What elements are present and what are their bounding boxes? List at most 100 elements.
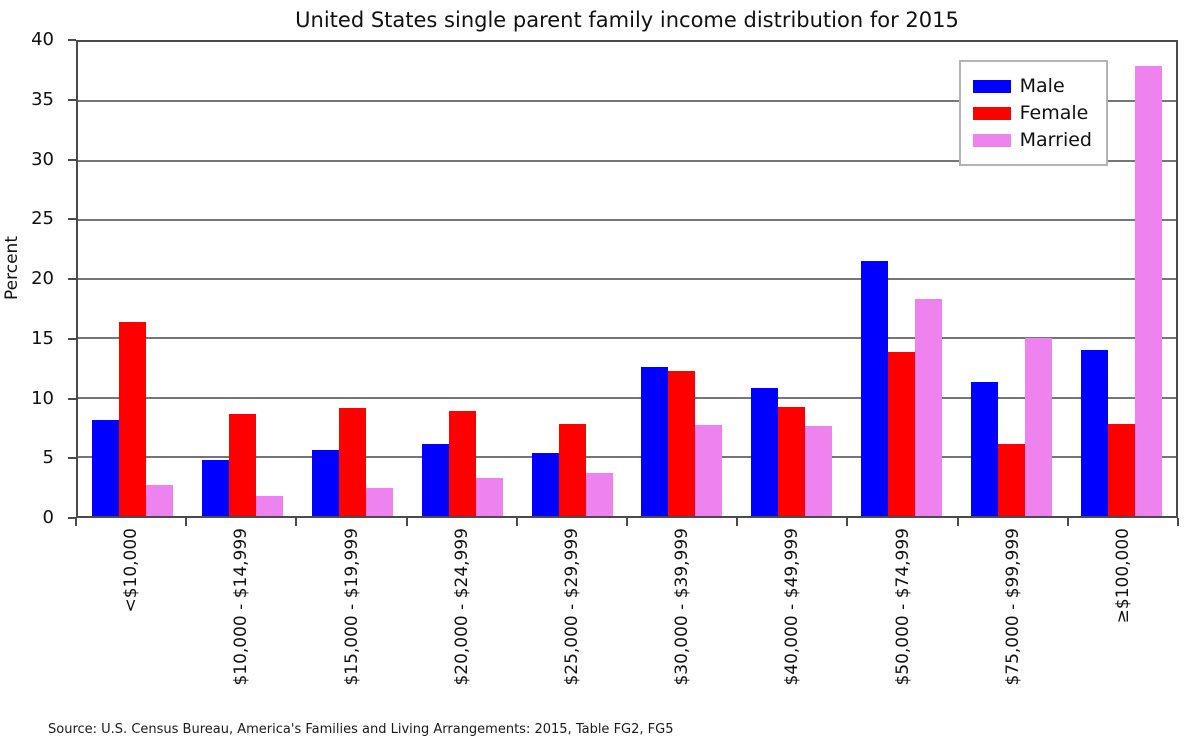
bar-group-5 — [627, 42, 737, 516]
x-tick-mark-8 — [956, 518, 959, 526]
x-tick-mark-0 — [75, 518, 77, 526]
bar-married-9 — [1134, 65, 1162, 516]
source-note: Source: U.S. Census Bureau, America's Fa… — [48, 722, 674, 737]
x-tick-label-4: $25,000 - $29,999 — [561, 528, 582, 686]
bar-female-0 — [119, 321, 147, 516]
bar-male-3 — [421, 443, 449, 516]
y-tick-label-40: 40 — [31, 29, 54, 50]
x-tick-label-0: <$10,000 — [121, 528, 142, 613]
x-tick-label-5: $30,000 - $39,999 — [672, 528, 693, 686]
x-label-cell-3: $20,000 - $24,999 — [407, 528, 517, 704]
gridline-10 — [78, 396, 1176, 399]
bar-male-5 — [641, 366, 669, 516]
x-tick-mark-10 — [1177, 518, 1179, 526]
x-label-cell-1: $10,000 - $14,999 — [186, 528, 296, 704]
x-tick-mark-1 — [185, 518, 188, 526]
bar-group-1 — [188, 42, 298, 516]
gridline-25 — [78, 218, 1176, 221]
bar-group-8 — [956, 42, 1066, 516]
legend-swatch-female — [972, 106, 1011, 120]
y-tick-label-35: 35 — [31, 88, 54, 110]
chart-title: United States single parent family incom… — [295, 8, 959, 32]
x-label-cell-7: $50,000 - $74,999 — [847, 528, 957, 704]
x-label-cell-0: <$10,000 — [76, 528, 186, 704]
x-tick-mark-7 — [846, 518, 849, 526]
x-tick-label-6: $40,000 - $49,999 — [782, 528, 803, 686]
x-tick-mark-9 — [1066, 518, 1069, 526]
legend-label-married: Married — [1019, 129, 1092, 151]
bar-female-4 — [558, 423, 586, 516]
bar-male-2 — [311, 449, 339, 516]
y-tick-label-0: 0 — [42, 507, 54, 528]
bar-group-2 — [298, 42, 408, 516]
y-tick-mark-25 — [68, 218, 76, 221]
bar-group-3 — [407, 42, 517, 516]
legend-swatch-male — [972, 79, 1011, 93]
bar-married-6 — [805, 425, 833, 516]
bar-group-7 — [847, 42, 957, 516]
x-label-cell-9: ≥$100,000 — [1068, 528, 1178, 704]
x-tick-mark-5 — [626, 518, 628, 526]
y-tick-label-15: 15 — [31, 327, 54, 349]
bar-female-3 — [448, 410, 476, 516]
y-tick-mark-0 — [68, 517, 76, 519]
x-label-cell-2: $15,000 - $19,999 — [296, 528, 406, 704]
bar-male-7 — [860, 261, 888, 516]
x-label-cell-8: $75,000 - $99,999 — [958, 528, 1068, 704]
bar-male-8 — [970, 382, 998, 516]
bar-married-8 — [1024, 338, 1052, 516]
y-tick-label-30: 30 — [31, 148, 54, 170]
legend-label-male: Male — [1019, 75, 1065, 97]
y-tick-mark-10 — [68, 397, 76, 400]
legend: Male Female Married — [958, 60, 1108, 166]
bar-male-6 — [751, 388, 779, 516]
legend-row-male: Male — [972, 74, 1092, 98]
y-tick-label-5: 5 — [42, 447, 54, 469]
bar-group-9 — [1066, 42, 1176, 516]
x-label-cell-4: $25,000 - $29,999 — [517, 528, 627, 704]
y-tick-mark-35 — [68, 98, 76, 101]
x-label-cell-6: $40,000 - $49,999 — [737, 528, 847, 704]
y-tick-label-25: 25 — [31, 208, 54, 230]
bar-male-0 — [92, 420, 120, 516]
bar-groups — [78, 42, 1176, 516]
y-tick-mark-5 — [68, 457, 76, 460]
x-tick-label-7: $50,000 - $74,999 — [892, 528, 913, 686]
bar-female-5 — [668, 371, 696, 516]
y-tick-mark-40 — [68, 39, 76, 41]
plot-area: Male Female Married — [76, 40, 1178, 518]
bar-married-1 — [256, 495, 284, 516]
x-label-cell-5: $30,000 - $39,999 — [627, 528, 737, 704]
y-tick-mark-20 — [68, 278, 76, 280]
bar-married-3 — [475, 478, 503, 516]
bar-group-4 — [517, 42, 627, 516]
bar-male-9 — [1080, 350, 1108, 516]
bar-female-6 — [778, 406, 806, 516]
x-tick-labels: <$10,000 $10,000 - $14,999 $15,000 - $19,9… — [76, 528, 1178, 704]
gridline-5 — [78, 455, 1176, 458]
y-tick-label-20: 20 — [31, 268, 54, 289]
y-tick-mark-30 — [68, 158, 76, 161]
bar-female-8 — [997, 443, 1025, 516]
x-tick-label-3: $20,000 - $24,999 — [451, 528, 472, 686]
y-tick-label-10: 10 — [31, 387, 54, 409]
gridline-35 — [78, 100, 1176, 103]
bar-married-7 — [914, 299, 942, 516]
x-tick-mark-3 — [405, 518, 408, 526]
bar-group-6 — [737, 42, 847, 516]
gridline-30 — [78, 159, 1176, 162]
bar-married-2 — [365, 487, 393, 516]
legend-swatch-married — [972, 133, 1011, 147]
bar-female-1 — [229, 414, 257, 516]
x-tick-mark-2 — [295, 518, 298, 526]
x-tick-label-1: $10,000 - $14,999 — [231, 528, 252, 686]
bar-male-4 — [531, 453, 559, 516]
bar-male-1 — [202, 460, 230, 516]
bar-married-4 — [585, 473, 613, 516]
bar-married-5 — [695, 424, 723, 516]
x-tick-mark-6 — [736, 518, 739, 526]
legend-label-female: Female — [1019, 102, 1089, 124]
gridline-20 — [78, 278, 1176, 280]
bar-married-0 — [146, 485, 174, 516]
